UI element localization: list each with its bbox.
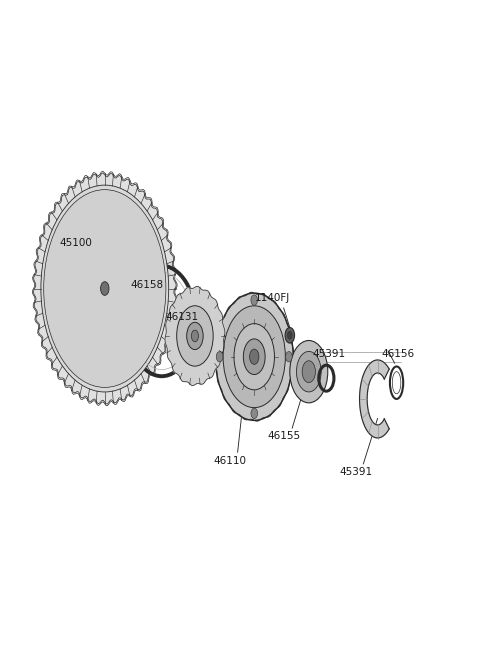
Polygon shape	[165, 286, 225, 386]
Ellipse shape	[234, 324, 275, 390]
Ellipse shape	[177, 306, 213, 366]
Polygon shape	[215, 292, 294, 421]
Ellipse shape	[216, 352, 223, 362]
Text: 45391: 45391	[312, 348, 345, 359]
Ellipse shape	[250, 349, 259, 364]
Ellipse shape	[251, 408, 258, 419]
Ellipse shape	[48, 258, 57, 274]
Ellipse shape	[98, 278, 111, 299]
Ellipse shape	[251, 295, 258, 305]
Ellipse shape	[192, 330, 198, 342]
Ellipse shape	[187, 322, 203, 350]
Ellipse shape	[286, 352, 292, 362]
Ellipse shape	[288, 331, 292, 339]
Text: 46110: 46110	[213, 457, 246, 466]
Text: 1140FJ: 1140FJ	[254, 293, 290, 303]
Ellipse shape	[86, 258, 124, 319]
Polygon shape	[33, 173, 176, 404]
Text: 45100: 45100	[60, 238, 93, 248]
Polygon shape	[360, 360, 389, 438]
Ellipse shape	[114, 365, 123, 381]
Ellipse shape	[44, 190, 166, 387]
Ellipse shape	[94, 271, 116, 307]
Ellipse shape	[302, 361, 315, 383]
Text: 45391: 45391	[340, 467, 373, 477]
Text: 46155: 46155	[267, 431, 300, 441]
Ellipse shape	[138, 219, 148, 234]
Ellipse shape	[65, 225, 144, 352]
Ellipse shape	[41, 185, 168, 392]
Ellipse shape	[223, 306, 285, 407]
Ellipse shape	[54, 207, 156, 370]
Ellipse shape	[77, 243, 133, 334]
Text: 46156: 46156	[382, 348, 415, 359]
Ellipse shape	[290, 341, 328, 403]
Ellipse shape	[285, 328, 295, 343]
Ellipse shape	[101, 282, 109, 295]
Text: 46158: 46158	[131, 280, 164, 290]
Ellipse shape	[297, 351, 321, 392]
Ellipse shape	[243, 339, 265, 375]
Text: 46131: 46131	[166, 312, 199, 322]
